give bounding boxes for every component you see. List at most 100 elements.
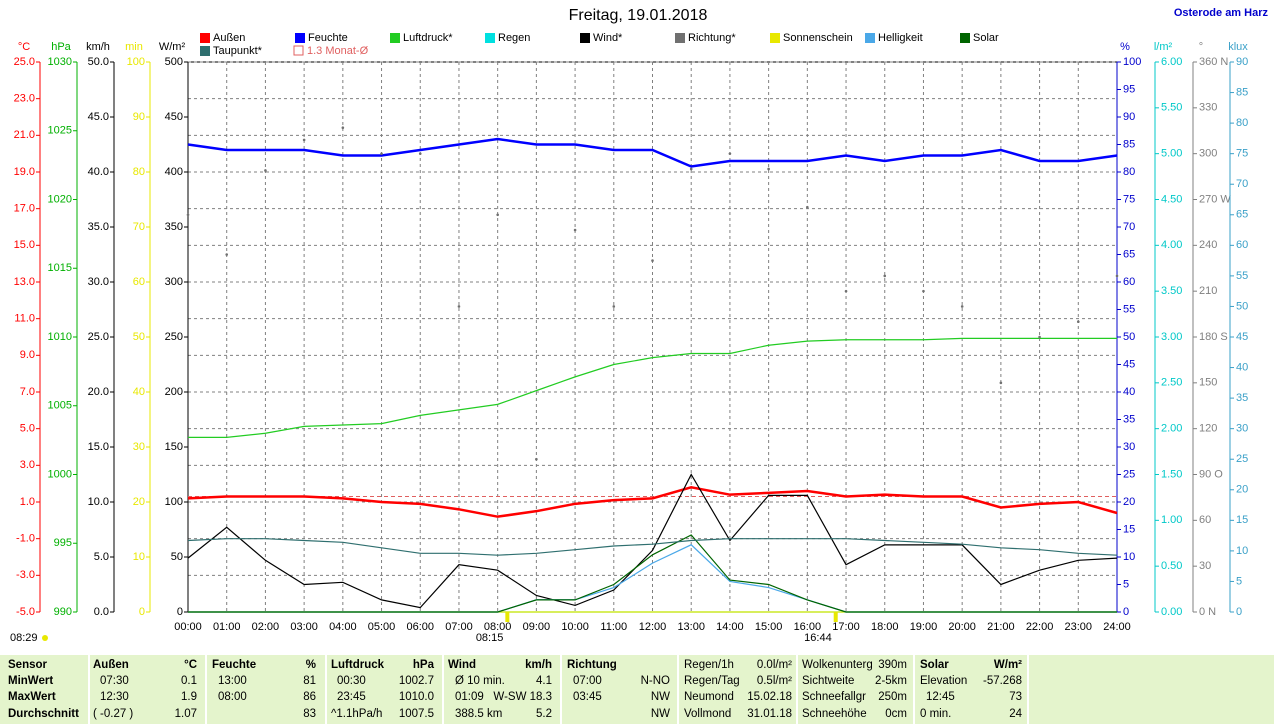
table-background: [0, 655, 1274, 724]
y-tick-label: 3.50: [1161, 285, 1182, 297]
y-tick-label: 35.0: [88, 221, 109, 233]
y-tick-label: 15: [1236, 514, 1248, 526]
x-tick-label: 24:00: [1103, 621, 1131, 633]
legend-swatch: [200, 46, 210, 56]
y-tick-label: 55: [1123, 303, 1135, 315]
y-tick-label: 19.0: [14, 166, 35, 178]
y-tick-label: 300: [1199, 148, 1217, 160]
legend-label: Feuchte: [308, 32, 348, 44]
y-tick-label: 60: [1123, 276, 1135, 288]
direction-dot: [341, 126, 345, 129]
y-tick-label: 50.0: [88, 56, 109, 68]
y-tick-label: 90 O: [1199, 468, 1223, 480]
y-tick-label: 10: [1236, 545, 1248, 557]
y-tick-label: -1.0: [16, 533, 35, 545]
y-tick-label: 150: [1199, 377, 1217, 389]
legend-label: Regen: [498, 32, 530, 44]
y-tick-label: 23.0: [14, 93, 35, 105]
table-cell: hPa: [413, 659, 435, 671]
table-cell: 0.1: [181, 675, 197, 687]
y-tick-label: 0.50: [1161, 560, 1182, 572]
direction-dot: [612, 305, 616, 308]
x-tick-label: 09:00: [523, 621, 551, 633]
y-tick-label: 30: [1123, 441, 1135, 453]
legend-swatch: [390, 33, 400, 43]
direction-dot: [535, 457, 538, 461]
y-tick-label: 60: [1236, 239, 1248, 251]
axis-unit: °: [1199, 41, 1203, 53]
y-tick-label: 20.0: [88, 386, 109, 398]
y-tick-label: 25: [1123, 468, 1135, 480]
table-cell: Schneefallgr: [802, 691, 866, 703]
y-tick-label: 1000: [48, 468, 72, 480]
table-cell: Wind: [448, 659, 476, 671]
table-cell: -57.268: [983, 675, 1022, 687]
y-tick-label: 15.0: [88, 441, 109, 453]
y-tick-label: 70: [1123, 221, 1135, 233]
y-tick-label: 4.00: [1161, 239, 1182, 251]
series-line: [187, 486, 1118, 518]
table-cell: Regen/Tag: [684, 675, 740, 687]
y-tick-label: 45: [1236, 331, 1248, 343]
table-cell: 5.2: [536, 708, 552, 720]
y-tick-label: 20: [1123, 496, 1135, 508]
y-tick-label: 1025: [48, 125, 72, 137]
y-tick-label: 1010: [48, 331, 72, 343]
y-tick-label: 1.0: [20, 496, 35, 508]
y-tick-label: 95: [1123, 83, 1135, 95]
y-tick-label: 85: [1236, 86, 1248, 98]
table-cell: W-SW 18.3: [493, 691, 552, 703]
y-tick-label: 50: [1123, 331, 1135, 343]
y-tick-label: 400: [165, 166, 183, 178]
x-tick-label: 08:00: [484, 621, 512, 633]
table-cell: 00:30: [337, 675, 366, 687]
y-tick-label: 30: [133, 441, 145, 453]
table-cell: 86: [303, 691, 316, 703]
y-tick-label: 0: [1236, 606, 1242, 618]
direction-dot: [689, 167, 693, 171]
legend-swatch: [200, 33, 210, 43]
x-tick-label: 00:00: [174, 621, 202, 633]
direction-dot: [1076, 320, 1080, 324]
table-cell: 250m: [878, 691, 907, 703]
sun-label: 08:15: [476, 632, 504, 644]
table-cell: 1007.5: [399, 708, 434, 720]
x-tick-label: 04:00: [329, 621, 357, 633]
y-tick-label: 40: [133, 386, 145, 398]
y-tick-label: 1.00: [1161, 514, 1182, 526]
direction-dot: [1115, 274, 1119, 278]
y-tick-label: 5: [1236, 575, 1242, 587]
y-tick-label: 40: [1236, 361, 1248, 373]
axis-unit: klux: [1228, 41, 1248, 53]
y-tick-label: 21.0: [14, 129, 35, 141]
y-tick-label: 25: [1236, 453, 1248, 465]
series-line: [188, 534, 1117, 613]
y-tick-label: 30: [1199, 560, 1211, 572]
table-cell: %: [306, 659, 316, 671]
y-tick-label: 0.00: [1161, 606, 1182, 618]
table-cell: 4.1: [536, 675, 552, 687]
x-tick-label: 06:00: [406, 621, 434, 633]
corner-label: 08:29: [10, 632, 38, 644]
series-line: [188, 337, 1117, 438]
y-tick-label: 80: [1123, 166, 1135, 178]
table-cell: ( -0.27 ): [93, 708, 133, 720]
sun-icon: [42, 635, 48, 641]
legend-swatch: [865, 33, 875, 43]
table-cell: NW: [651, 708, 670, 720]
y-tick-label: 40: [1123, 386, 1135, 398]
legend-label: 1.3 Monat-Ø: [307, 45, 369, 57]
table-cell: Elevation: [920, 675, 967, 687]
table-cell: 83: [303, 708, 316, 720]
table-cell: 08:00: [218, 691, 247, 703]
x-tick-label: 14:00: [716, 621, 744, 633]
y-tick-label: 65: [1123, 248, 1135, 260]
legend-label: Sonnenschein: [783, 32, 853, 44]
y-tick-label: 15.0: [14, 239, 35, 251]
y-tick-label: 1.50: [1161, 468, 1182, 480]
series-line: [187, 473, 1118, 609]
y-tick-label: 75: [1123, 193, 1135, 205]
table-cell: 13:00: [218, 675, 247, 687]
